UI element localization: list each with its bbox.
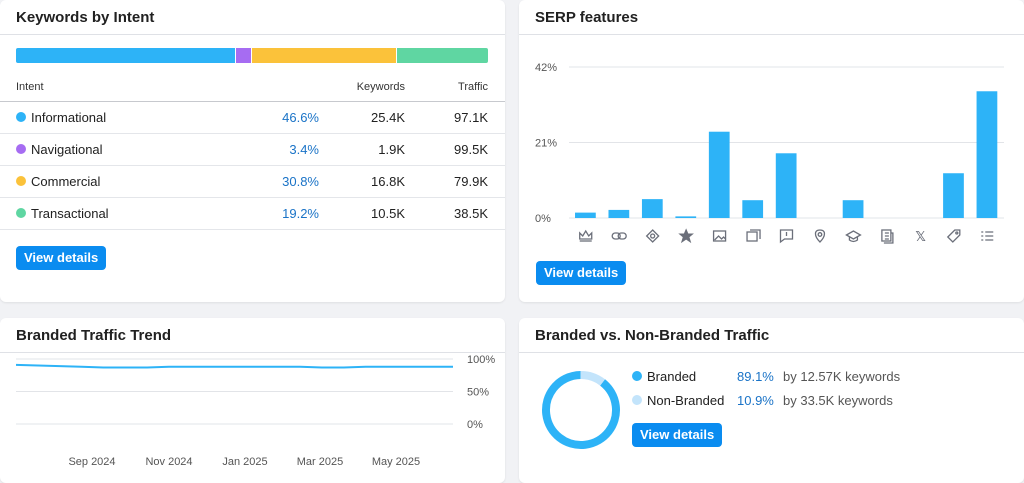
- divider: [0, 352, 505, 353]
- traffic-value: 99.5K: [454, 142, 488, 157]
- location-pin-icon[interactable]: [814, 229, 826, 243]
- intent-header: Intent: [16, 81, 44, 93]
- x-tick-label: Sep 2024: [68, 456, 115, 468]
- legend-description: by 12.57K keywords: [783, 369, 901, 384]
- keywords-header: Keywords: [356, 81, 405, 93]
- intent-label: Commercial: [31, 174, 101, 189]
- serp-bar-crown[interactable]: [575, 212, 596, 218]
- graduation-cap-icon[interactable]: [845, 230, 862, 243]
- traffic-value: 79.9K: [454, 174, 488, 189]
- branded-traffic-line[interactable]: [15, 363, 453, 369]
- image-icon[interactable]: [712, 230, 727, 242]
- y-tick-label: 0%: [535, 213, 551, 225]
- view-details-button[interactable]: View details: [632, 423, 723, 447]
- serp-bar-diamond[interactable]: [641, 199, 663, 218]
- intent-distribution-bar: [16, 48, 488, 63]
- tag-icon[interactable]: [946, 229, 961, 243]
- legend-label: Branded: [647, 369, 697, 384]
- legend-dot: [16, 144, 26, 154]
- branded-traffic-trend-card: Branded Traffic Trend 100% 50% 0% Sep 2024 N…: [0, 318, 505, 483]
- keywords-value: 1.9K: [378, 142, 405, 157]
- intent-segment-informational[interactable]: [16, 48, 236, 63]
- x-tick-label: Mar 2025: [297, 456, 343, 468]
- keywords-by-intent-card: Keywords by Intent Intent Keywords Traff…: [0, 0, 505, 302]
- divider: [519, 352, 1024, 353]
- serp-bar-star[interactable]: [675, 216, 697, 218]
- serp-bar-education[interactable]: [842, 200, 864, 218]
- table-row: Commercial 30.8% 16.8K 79.9K: [0, 166, 505, 198]
- card-title: Branded Traffic Trend: [16, 327, 172, 344]
- serp-bar-link[interactable]: [608, 209, 630, 218]
- legend-dot: [632, 395, 642, 405]
- legend-item-branded[interactable]: Branded 89.1% by 12.57K keywords: [632, 369, 1022, 393]
- crown-icon[interactable]: [579, 229, 593, 242]
- legend-dot: [632, 371, 642, 381]
- document-icon[interactable]: [881, 229, 894, 244]
- view-details-button[interactable]: View details: [16, 246, 107, 270]
- serp-bar-list[interactable]: [976, 91, 998, 218]
- y-tick-label: 0%: [467, 419, 483, 431]
- legend-dot: [16, 208, 26, 218]
- legend-dot: [16, 176, 26, 186]
- legend-description: by 33.5K keywords: [783, 393, 893, 408]
- serp-bar-tag[interactable]: [943, 173, 964, 218]
- legend-label: Non-Branded: [647, 393, 725, 408]
- table-row: Navigational 3.4% 1.9K 99.5K: [0, 134, 505, 166]
- keywords-value: 16.8K: [371, 174, 405, 189]
- table-row: Transactional 19.2% 10.5K 38.5K: [0, 198, 505, 230]
- intent-percent[interactable]: 46.6%: [282, 110, 319, 125]
- diamond-icon[interactable]: [645, 229, 660, 243]
- intent-percent[interactable]: 3.4%: [289, 142, 319, 157]
- keywords-value: 25.4K: [371, 110, 405, 125]
- intent-segment-navigational[interactable]: [235, 48, 252, 63]
- list-icon[interactable]: [981, 231, 994, 241]
- branded-donut-chart: [536, 365, 626, 455]
- intent-label: Transactional: [31, 206, 109, 221]
- x-tick-label: Jan 2025: [222, 456, 267, 468]
- card-title: SERP features: [535, 9, 639, 26]
- serp-features-chart: 0% 21% 42% 𝕏: [535, 62, 1004, 245]
- intent-segment-commercial[interactable]: [251, 48, 398, 63]
- divider: [0, 34, 505, 35]
- intent-segment-transactional[interactable]: [397, 48, 488, 63]
- images-icon[interactable]: [746, 229, 761, 242]
- chat-icon[interactable]: [779, 229, 794, 244]
- intent-percent[interactable]: 19.2%: [282, 206, 319, 221]
- table-row: Informational 46.6% 25.4K 97.1K: [0, 102, 505, 134]
- divider: [519, 34, 1024, 35]
- legend-dot: [16, 112, 26, 122]
- y-tick-label: 21%: [535, 138, 557, 150]
- y-tick-label: 100%: [467, 354, 495, 366]
- table-header: Intent Keywords Traffic: [0, 78, 505, 102]
- x-tick-label: May 2025: [372, 456, 420, 468]
- view-details-button[interactable]: View details: [536, 261, 627, 285]
- keywords-value: 10.5K: [371, 206, 405, 221]
- x-tick-label: Nov 2024: [145, 456, 192, 468]
- serp-bar-image[interactable]: [708, 131, 730, 218]
- legend-item-nonbranded[interactable]: Non-Branded 10.9% by 33.5K keywords: [632, 393, 1022, 417]
- donut-slice-nonbranded[interactable]: [536, 365, 626, 455]
- serp-bar-chat[interactable]: [775, 153, 797, 218]
- y-tick-label: 50%: [467, 387, 489, 399]
- card-title: Keywords by Intent: [16, 9, 155, 26]
- link-icon[interactable]: [611, 232, 627, 240]
- intent-label: Informational: [31, 110, 107, 125]
- y-tick-label: 42%: [535, 62, 557, 74]
- serp-features-card: SERP features 0% 21% 42% 𝕏 View details: [519, 0, 1024, 302]
- legend-percent: 89.1%: [737, 369, 774, 384]
- serp-bar-images[interactable]: [742, 200, 764, 218]
- branded-vs-nonbranded-card: Branded vs. Non-Branded Traffic Branded …: [519, 318, 1024, 483]
- card-title: Branded vs. Non-Branded Traffic: [535, 327, 770, 344]
- intent-label: Navigational: [31, 142, 103, 157]
- traffic-value: 38.5K: [454, 206, 488, 221]
- star-icon[interactable]: [678, 228, 694, 244]
- svg-text:𝕏: 𝕏: [915, 230, 926, 245]
- traffic-header: Traffic: [458, 81, 488, 93]
- x-logo-icon[interactable]: 𝕏: [915, 230, 926, 245]
- legend-percent: 10.9%: [737, 393, 774, 408]
- traffic-value: 97.1K: [454, 110, 488, 125]
- intent-percent[interactable]: 30.8%: [282, 174, 319, 189]
- branded-traffic-trend-chart: 100% 50% 0% Sep 2024 Nov 2024 Jan 2025 Mar 202…: [15, 354, 495, 468]
